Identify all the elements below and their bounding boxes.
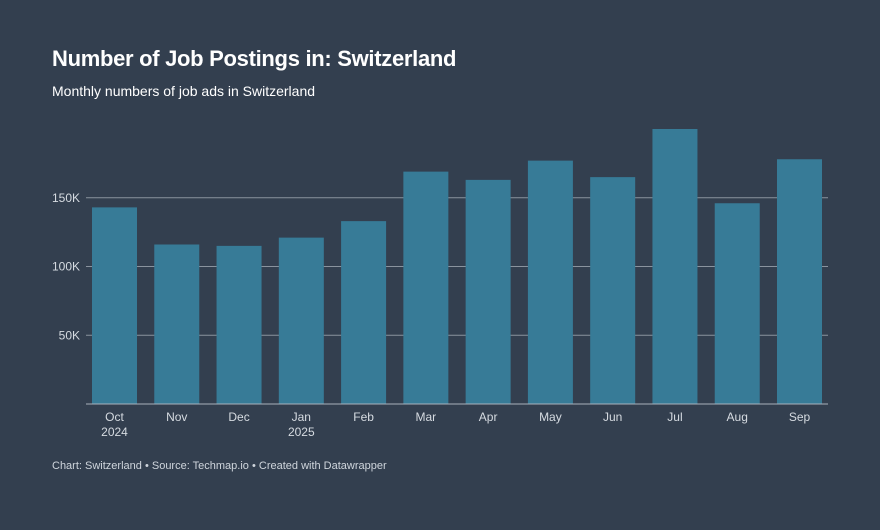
y-tick-label: 100K [52,260,80,274]
x-tick-label: Jun [603,410,622,424]
x-tick-label: Jan [292,410,311,424]
x-tick-label: Dec [228,410,249,424]
footer-separator: • [251,460,256,472]
bar-jul[interactable] [652,129,698,404]
x-tick-label: May [539,410,562,424]
bar-dec[interactable] [216,245,262,404]
x-tick-label: Oct [105,410,124,424]
x-tick-label: Feb [353,410,374,424]
x-tick-label: Sep [789,410,811,424]
y-tick-label: 150K [52,191,80,205]
bar-sep[interactable] [777,159,822,404]
chart-footer: Chart: Switzerland • Source: Techmap.io … [52,460,387,472]
x-tick-sublabel: 2025 [288,425,315,439]
bar-jun[interactable] [590,177,636,404]
bar-feb[interactable] [341,221,387,404]
x-tick-label: Jul [667,410,682,424]
bar-jan[interactable] [278,237,324,404]
bar-aug[interactable] [714,203,760,404]
y-tick-label: 50K [59,328,80,342]
x-tick-sublabel: 2024 [101,425,128,439]
bar-apr[interactable] [465,179,511,404]
footer-chart-label: Chart: Switzerland [52,460,142,472]
bar-may[interactable] [527,160,573,404]
footer-source: Source: Techmap.io [151,460,249,472]
x-tick-label: Apr [479,410,498,424]
x-tick-label: Nov [166,410,187,424]
bar-mar[interactable] [403,171,449,404]
chart-subtitle: Monthly numbers of job ads in Switzerlan… [52,83,316,99]
x-tick-label: Mar [416,410,437,424]
footer-separator: • [144,460,149,472]
bar-oct[interactable] [92,207,137,404]
footer-created: Created with Datawrapper [258,460,387,472]
bar-nov[interactable] [154,244,200,405]
x-tick-label: Aug [727,410,748,424]
chart-title: Number of Job Postings in: Switzerland [52,46,457,71]
